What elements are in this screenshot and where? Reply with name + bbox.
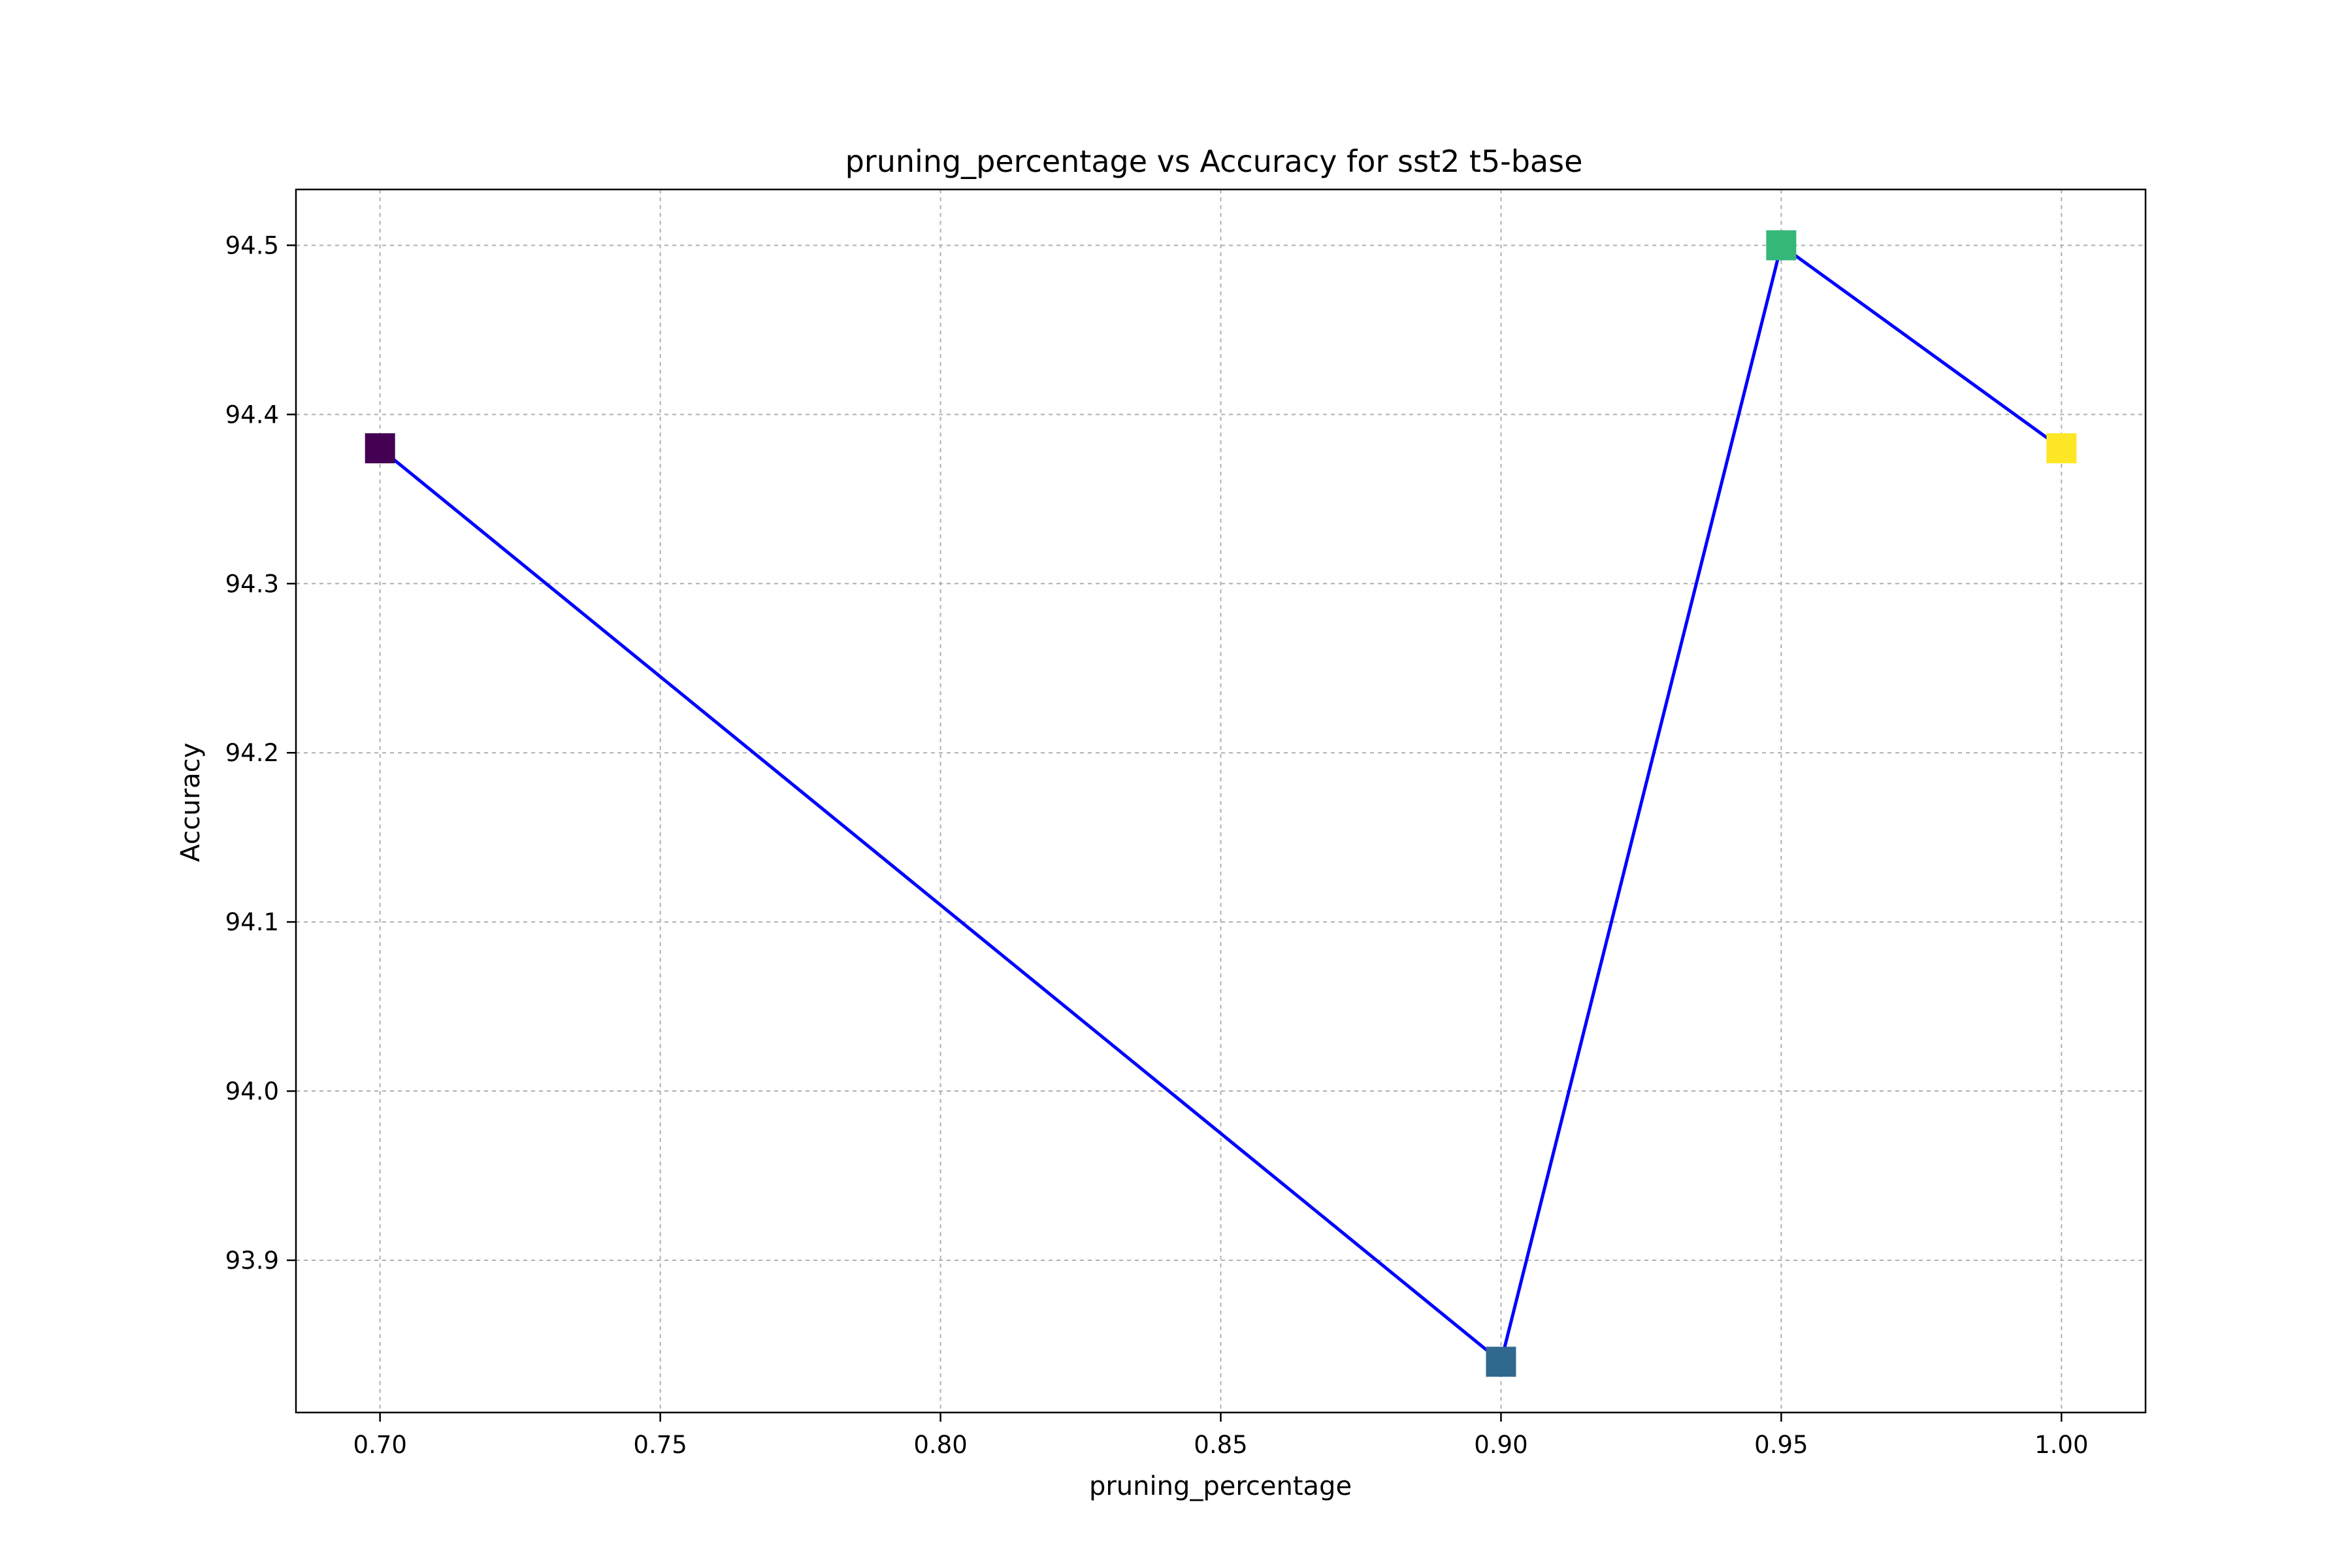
y-tick: 94.0 [225, 1077, 296, 1105]
series-line [379, 242, 2063, 1365]
y-tick-label: 94.5 [225, 231, 279, 259]
y-tick: 94.1 [225, 908, 296, 936]
data-point-marker [365, 433, 395, 464]
y-tick-label: 94.0 [225, 1077, 279, 1105]
y-tick-label: 94.2 [225, 739, 279, 767]
x-tick: 0.70 [353, 1413, 407, 1459]
y-tick: 94.3 [225, 570, 296, 598]
x-tick: 0.90 [1474, 1413, 1528, 1459]
x-tick-label: 0.95 [1754, 1431, 1808, 1459]
y-tick-label: 94.1 [225, 908, 279, 936]
chart-title: pruning_percentage vs Accuracy for sst2 … [845, 144, 1583, 179]
x-axis: 0.70 0.75 0.80 0.85 0.90 0.95 1.00 [353, 1413, 2089, 1459]
x-tick-label: 0.85 [1194, 1431, 1247, 1459]
y-axis: 93.9 94.0 94.1 94.2 94.3 94.4 94.5 [225, 231, 296, 1275]
data-point-marker [1766, 230, 1797, 261]
x-tick-label: 0.75 [633, 1431, 687, 1459]
y-tick-label: 93.9 [225, 1247, 279, 1275]
series-layer [365, 230, 2077, 1377]
x-tick: 1.00 [2034, 1413, 2089, 1459]
x-tick-label: 0.70 [353, 1431, 406, 1459]
x-tick-label: 0.90 [1474, 1431, 1527, 1459]
x-tick: 0.85 [1194, 1413, 1248, 1459]
x-axis-label: pruning_percentage [1089, 1471, 1352, 1501]
y-tick: 94.2 [225, 739, 296, 767]
x-tick-label: 0.80 [913, 1431, 967, 1459]
x-tick-label: 1.00 [2034, 1431, 2088, 1459]
y-tick-label: 94.4 [225, 400, 279, 429]
y-tick: 94.4 [225, 400, 296, 429]
data-point-marker [2046, 433, 2077, 464]
data-point-marker [1486, 1347, 1516, 1377]
x-tick: 0.80 [913, 1413, 968, 1459]
y-tick-label: 94.3 [225, 570, 279, 598]
y-tick: 94.5 [225, 231, 296, 259]
y-tick: 93.9 [225, 1247, 296, 1275]
grid [296, 189, 2146, 1413]
x-tick: 0.75 [633, 1413, 687, 1459]
y-axis-label: Accuracy [176, 743, 206, 862]
x-tick: 0.95 [1754, 1413, 1808, 1459]
